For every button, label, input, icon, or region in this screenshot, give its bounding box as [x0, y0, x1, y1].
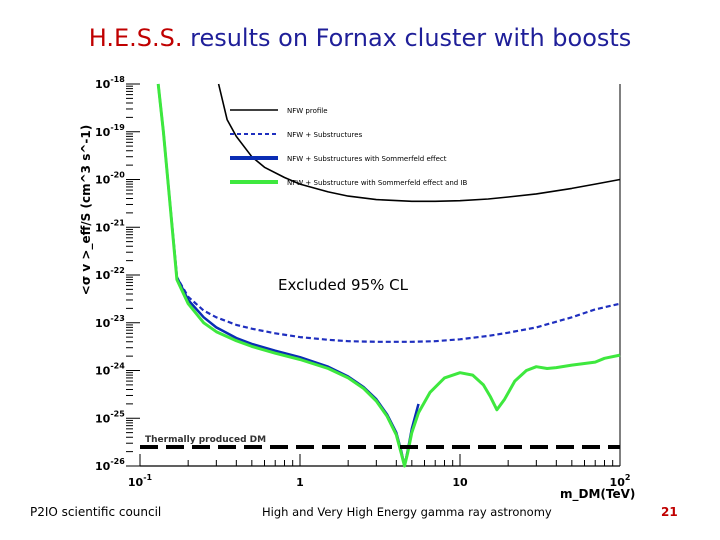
x-tick-label: 10: [452, 476, 468, 489]
y-axis-ticks: [126, 83, 140, 467]
x-tick-label: 1: [296, 476, 304, 489]
title-rest: results on Fornax cluster with boosts: [182, 24, 632, 52]
series-line-2: [157, 83, 621, 343]
y-tick-label: 10-25: [95, 409, 125, 425]
y-tick-label: 10-22: [95, 266, 125, 282]
series-line-4: [156, 83, 621, 468]
legend-entry-label: NFW profile: [287, 107, 328, 115]
legend-entry-label: NFW + Substructure with Sommerfeld effec…: [287, 179, 468, 187]
excluded-annotation: Excluded 95% CL: [278, 276, 408, 294]
series-lines: [140, 83, 621, 468]
axes-frame: [140, 84, 621, 467]
y-tick-label: 10-26: [95, 457, 125, 473]
x-tick-label: 102: [610, 473, 631, 489]
page-title: H.E.S.S. results on Fornax cluster with …: [0, 24, 720, 52]
y-axis-label: <σ v >_eff/S (cm^3 s^-1): [79, 125, 94, 295]
y-tick-label: 10-23: [95, 314, 125, 330]
legend-entry-label: NFW + Substructures: [287, 131, 363, 139]
page-number: 21: [661, 505, 678, 519]
series-line-3: [156, 83, 420, 468]
x-tick-label: 10-1: [128, 473, 153, 489]
title-hess: H.E.S.S.: [88, 24, 183, 52]
footer-center: High and Very High Energy gamma ray astr…: [262, 505, 552, 519]
y-tick-label: 10-18: [95, 75, 125, 91]
legend: NFW profile NFW + Substructures NFW + Subs…: [230, 107, 468, 187]
x-axis-ticks: [139, 454, 621, 466]
y-tick-label: 10-24: [95, 362, 125, 378]
y-tick-label: 10-21: [95, 218, 125, 234]
x-axis-label: m_DM(TeV): [560, 487, 635, 502]
thermal-dm-label: Thermally produced DM: [145, 435, 266, 445]
legend-entry-label: NFW + Substructures with Sommerfeld effe…: [287, 155, 447, 163]
x-axis-tick-labels: 10-1 1 10 102: [128, 473, 631, 489]
y-tick-label: 10-20: [95, 171, 125, 187]
y-axis-tick-labels: 10-18 10-19 10-20 10-21 10-22 10-23 10-24 10-25…: [95, 75, 125, 473]
y-tick-label: 10-19: [95, 123, 125, 139]
footer-left: P2IO scientific council: [30, 505, 162, 519]
